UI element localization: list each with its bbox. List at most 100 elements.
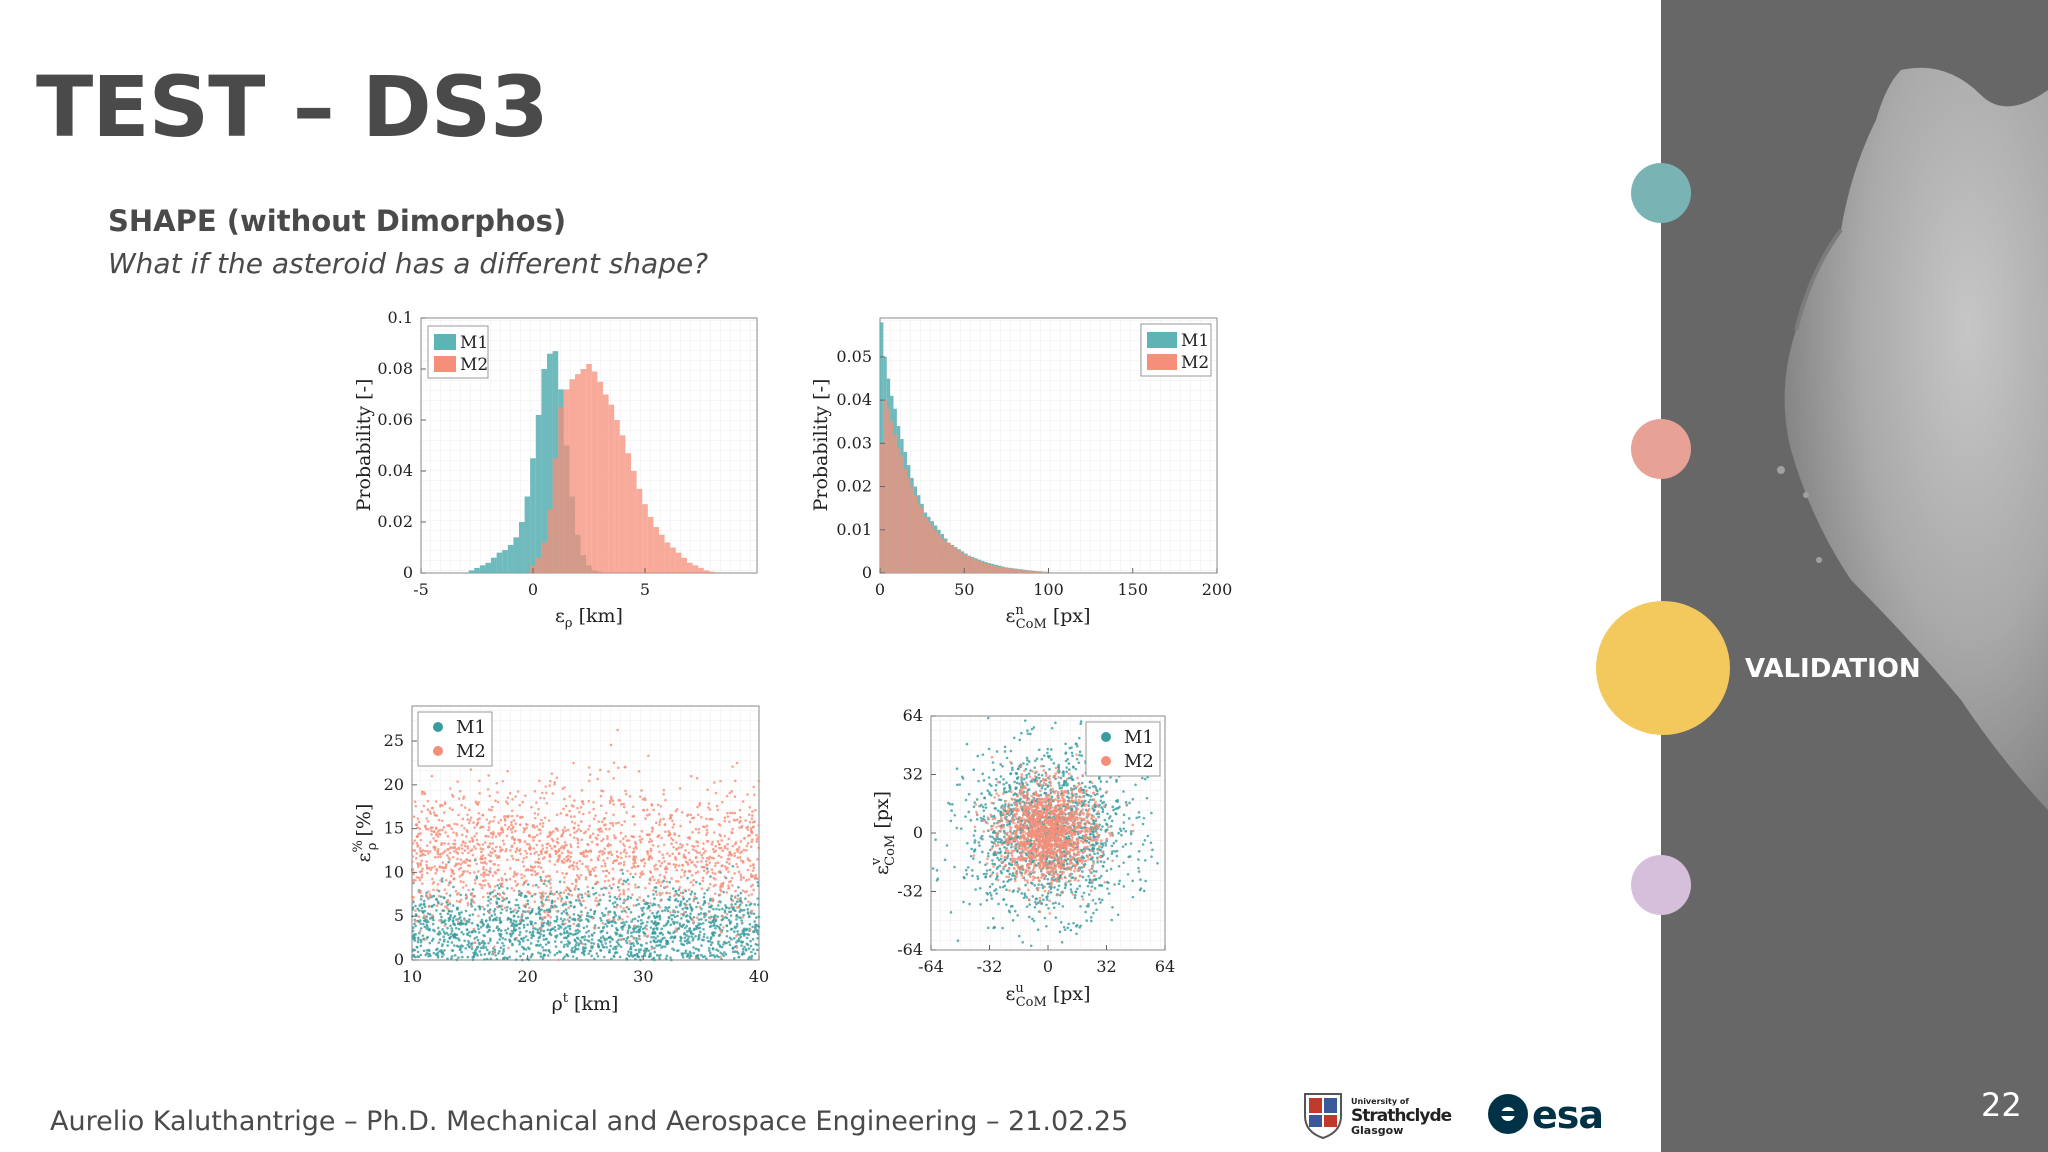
scatter-point-m1 [1031,917,1034,921]
scatter-point-m1 [655,915,659,918]
scatter-point-m2 [649,837,652,841]
scatter-point-m1 [717,904,720,907]
scatter-point-m1 [416,919,420,923]
hist-bar-m2 [591,371,598,573]
scatter-point-m2 [668,891,671,895]
scatter-point-m1 [1078,750,1082,754]
scatter-point-m2 [617,881,621,884]
scatter-point-m2 [687,888,691,892]
scatter-point-m2 [612,918,615,921]
scatter-point-m1 [657,954,661,958]
hist-bar-m2 [1011,568,1015,573]
scatter-point-m1 [480,941,484,945]
scatter-point-m2 [711,899,714,903]
scatter-point-m2 [601,853,604,856]
scatter-point-m1 [982,809,986,812]
scatter-point-m2 [518,848,522,851]
scatter-point-m2 [535,843,539,847]
scatter-point-m2 [415,876,419,879]
scatter-point-m1 [735,913,739,917]
y-tick-label: 0 [862,563,872,582]
scatter-point-m2 [621,882,624,886]
scatter-point-m1 [1025,773,1028,777]
scatter-point-m1 [1095,870,1098,873]
scatter-point-m2 [602,817,606,821]
scatter-point-m1 [696,953,700,957]
scatter-point-m2 [715,804,719,808]
scatter-point-m1 [697,923,700,927]
scatter-point-m1 [1025,762,1029,766]
scatter-point-m1 [480,918,484,922]
scatter-point-m1 [1052,906,1056,910]
scatter-point-m2 [756,857,759,861]
scatter-point-m2 [490,808,493,812]
scatter-point-m2 [582,854,585,857]
scatter-point-m1 [1057,902,1061,906]
scatter-point-m2 [508,791,512,795]
scatter-point-m1 [608,899,612,902]
hist-bar-m2 [964,554,968,573]
scatter-point-m1 [711,919,715,923]
scatter-point-m2 [488,884,491,888]
scatter-point-m1 [981,837,984,841]
scatter-point-m2 [448,787,452,790]
scatter-point-m2 [488,911,491,914]
scatter-point-m1 [653,958,656,962]
scatter-point-m2 [702,869,706,873]
scatter-point-m1 [554,945,558,948]
scatter-point-m2 [443,811,446,814]
scatter-point-m2 [530,873,534,877]
scatter-point-m2 [429,826,433,829]
scatter-point-m1 [443,949,446,952]
scatter-point-m1 [734,909,737,913]
scatter-point-m2 [714,791,718,795]
scatter-point-m1 [1025,756,1029,760]
scatter-point-m2 [507,825,511,829]
scatter-point-m2 [642,857,646,861]
scatter-point-m1 [991,845,995,848]
scatter-point-m2 [473,881,477,885]
scatter-point-m1 [996,840,1000,844]
scatter-point-m2 [746,841,750,845]
scatter-point-m1 [629,945,633,949]
scatter-point-m1 [573,905,576,909]
scatter-point-m1 [686,876,689,880]
scatter-point-m1 [528,912,532,915]
scatter-point-m2 [581,812,585,816]
scatter-point-m2 [685,903,688,907]
scatter-point-m2 [428,810,432,814]
scatter-point-m1 [565,896,569,900]
scatter-point-m1 [1127,817,1131,820]
scatter-point-m2 [609,743,613,747]
scatter-point-m1 [467,939,470,943]
scatter-point-m2 [567,893,571,896]
scatter-point-m2 [539,828,542,832]
scatter-point-m2 [648,909,652,912]
scatter-point-m2 [483,856,487,860]
scatter-point-m1 [732,937,736,940]
scatter-point-m1 [492,910,496,913]
scatter-point-m1 [672,948,676,952]
scatter-point-m1 [439,918,443,922]
scatter-point-m1 [998,780,1002,784]
scatter-point-m1 [736,894,740,897]
scatter-point-m1 [475,945,479,949]
scatter-point-m2 [492,895,495,898]
scatter-point-m2 [476,818,480,821]
y-tick-label: 0.02 [377,512,413,531]
scatter-point-m1 [457,938,461,942]
scatter-point-m1 [1112,808,1115,812]
scatter-point-m1 [419,927,423,930]
scatter-point-m1 [670,918,674,921]
scatter-point-m1 [1114,839,1118,843]
scatter-point-m1 [544,948,548,952]
scatter-point-m1 [1102,853,1106,856]
scatter-point-m2 [619,868,623,872]
scatter-point-m2 [575,880,578,884]
scatter-point-m2 [587,799,591,803]
scatter-point-m2 [696,860,699,864]
scatter-point-m2 [747,878,751,881]
scatter-point-m1 [1051,902,1055,905]
scatter-point-m1 [738,933,742,936]
scatter-point-m2 [427,890,430,893]
